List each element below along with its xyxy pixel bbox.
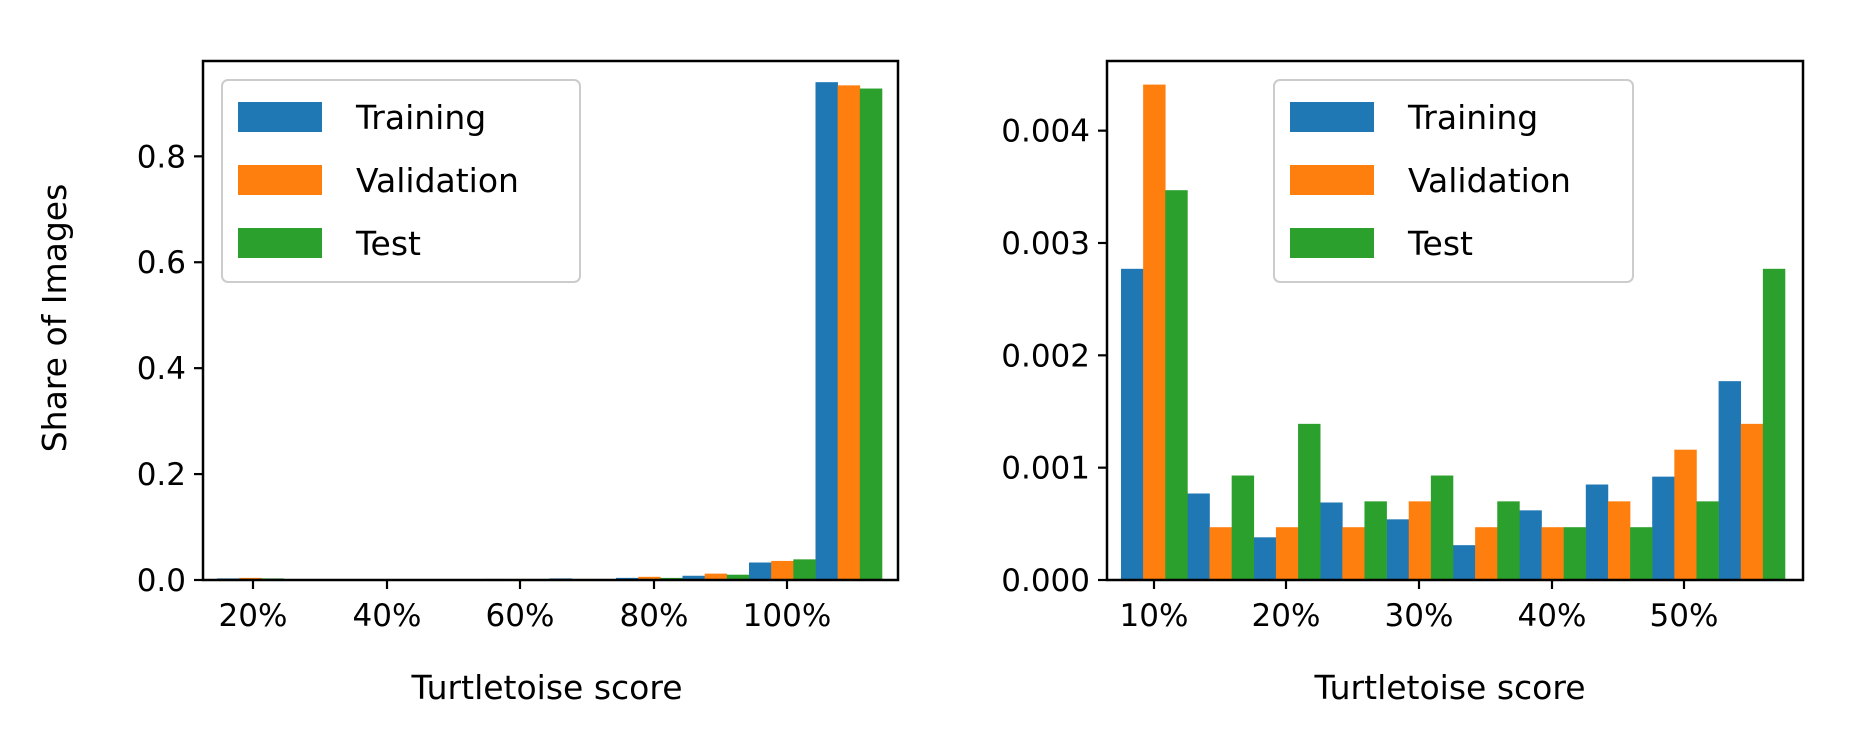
ytick-label: 0.8 xyxy=(137,139,186,175)
bar-validation-10 xyxy=(1740,423,1764,580)
bar-validation-7 xyxy=(1541,527,1564,580)
xtick-label: 40% xyxy=(353,598,422,634)
ytick-label: 0.003 xyxy=(1001,226,1090,262)
legend-swatch-test xyxy=(238,228,322,258)
bar-validation-8 xyxy=(704,573,728,580)
bar-test-2 xyxy=(1231,475,1255,580)
xlabel-right: Turtletoise score xyxy=(1314,668,1586,707)
chart-right: Turtletoise score 0.000 0.001 0.002 0.003 0.… xyxy=(1001,59,1805,707)
legend-swatch-validation xyxy=(1290,165,1374,195)
plot-frame-right xyxy=(1105,59,1805,582)
xtick-label: 80% xyxy=(620,598,689,634)
bar-validation-5 xyxy=(1408,501,1432,580)
ytick-label: 0.001 xyxy=(1001,451,1090,487)
bar-training-8 xyxy=(1585,484,1609,580)
xtick-label: 20% xyxy=(1252,598,1321,634)
legend-label-training: Training xyxy=(355,98,486,137)
bar-training-10 xyxy=(1718,381,1742,580)
xlabel-left: Turtletoise score xyxy=(411,668,683,707)
legend-right: Training Validation Test xyxy=(1273,79,1634,283)
xtick-label: 100% xyxy=(743,598,832,634)
bar-test-1 xyxy=(1165,190,1188,580)
ytick-label: 0.4 xyxy=(137,351,186,387)
bar-test-4 xyxy=(1364,501,1387,580)
bar-test-9 xyxy=(1696,501,1719,580)
ytick-label: 0.0 xyxy=(137,563,186,599)
legend-label-test: Test xyxy=(355,224,421,263)
bar-test-8 xyxy=(1630,527,1653,580)
bar-validation-2 xyxy=(1209,527,1232,580)
ytick-label: 0.004 xyxy=(1001,114,1090,150)
legend-label-training: Training xyxy=(1407,98,1538,137)
xtick-label: 10% xyxy=(1120,598,1189,634)
bar-training-9 xyxy=(749,562,772,580)
bar-validation-8 xyxy=(1607,501,1631,580)
bar-validation-9 xyxy=(1674,449,1697,580)
bar-test-6 xyxy=(1497,501,1520,580)
bar-training-6 xyxy=(1453,545,1476,580)
bar-validation-3 xyxy=(1275,527,1299,580)
bar-test-5 xyxy=(1430,475,1454,580)
legend-label-test: Test xyxy=(1407,224,1473,263)
legend-label-validation: Validation xyxy=(1408,161,1571,200)
xtick-label: 40% xyxy=(1518,598,1587,634)
legend-left: Training Validation Test xyxy=(221,79,581,283)
bar-validation-9 xyxy=(771,560,794,580)
bar-validation-7 xyxy=(638,576,661,580)
xtick-label: 60% xyxy=(486,598,555,634)
bar-training-2 xyxy=(1187,493,1210,580)
legend-swatch-training xyxy=(1290,102,1374,132)
bar-test-8 xyxy=(726,574,750,580)
bar-validation-10 xyxy=(837,85,861,581)
ylabel-left: Share of Images xyxy=(35,184,74,453)
ytick-label: 0.2 xyxy=(137,457,186,493)
bar-training-1 xyxy=(1121,268,1144,580)
xtick-label: 50% xyxy=(1650,598,1719,634)
bar-training-8 xyxy=(682,575,705,580)
bar-training-9 xyxy=(1652,476,1675,580)
bar-validation-4 xyxy=(1342,527,1365,580)
ytick-label: 0.002 xyxy=(1001,338,1090,374)
bar-test-3 xyxy=(1298,423,1321,580)
bar-test-9 xyxy=(793,559,816,580)
bar-test-7 xyxy=(1563,527,1587,580)
bar-training-5 xyxy=(1386,519,1410,580)
ytick-label: 0.6 xyxy=(137,245,186,281)
legend-swatch-training xyxy=(238,102,322,132)
bar-validation-6 xyxy=(1475,527,1498,580)
bar-validation-1 xyxy=(1143,84,1166,580)
bar-training-3 xyxy=(1253,537,1277,580)
bar-training-10 xyxy=(815,82,838,581)
ytick-label: 0.000 xyxy=(1001,563,1090,599)
plot-frame-left xyxy=(201,59,900,582)
legend-swatch-validation xyxy=(238,165,322,195)
bar-test-10 xyxy=(1762,268,1786,580)
legend-swatch-test xyxy=(1290,228,1374,258)
bar-test-10 xyxy=(859,88,883,580)
bar-training-4 xyxy=(1320,502,1343,580)
xtick-label: 30% xyxy=(1385,598,1454,634)
bar-training-7 xyxy=(1519,510,1542,580)
chart-left: Share of Images Turtletoise score 0.0 0.2… xyxy=(35,59,900,707)
bars-right xyxy=(1121,84,1786,580)
xtick-label: 20% xyxy=(219,598,288,634)
legend-label-validation: Validation xyxy=(356,161,519,200)
